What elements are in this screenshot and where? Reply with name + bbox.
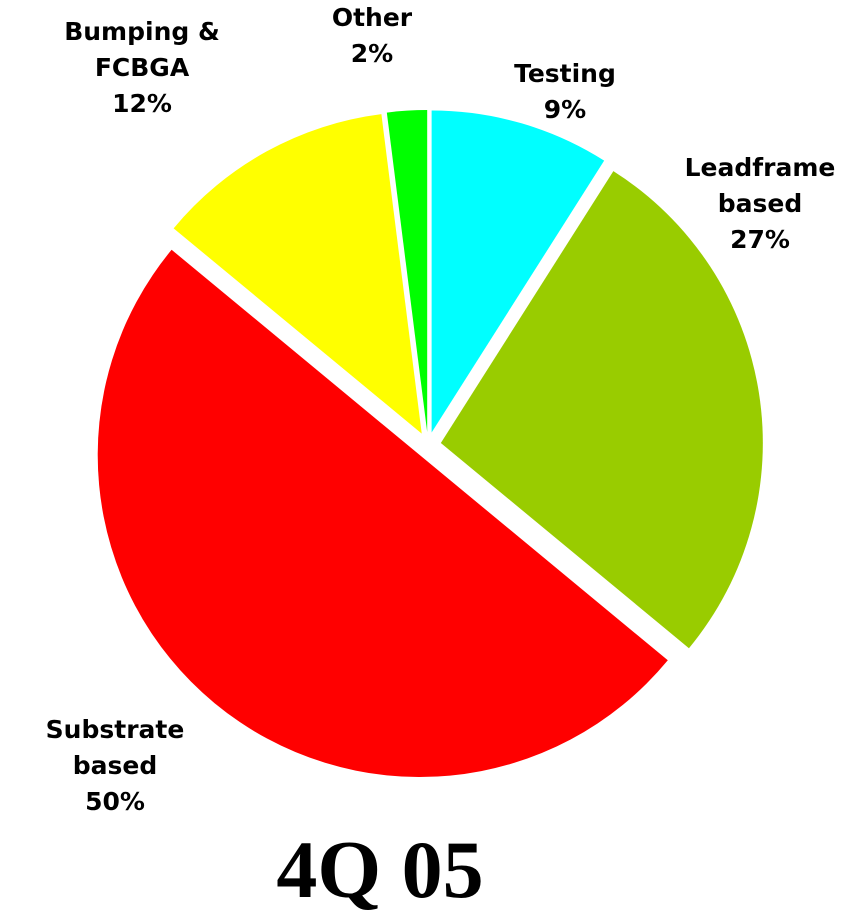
pie-slice: [386, 110, 428, 433]
slice-label: Bumping & FCBGA 12%: [25, 14, 260, 122]
pie-slice: [440, 171, 763, 649]
value-label: 9%: [543, 95, 587, 124]
value-label: 12%: [112, 89, 172, 118]
category-name: Other: [331, 3, 413, 32]
slice-label: Testing 9%: [480, 56, 650, 128]
slice-label: Other 2%: [312, 0, 432, 72]
category-name: Leadframe based: [684, 153, 836, 218]
pie-slice: [173, 114, 422, 434]
category-name: Bumping & FCBGA: [64, 17, 220, 82]
slice-label: Substrate based 50%: [10, 712, 220, 820]
pie-slice: [431, 110, 605, 433]
category-name: Testing: [514, 59, 616, 88]
pie-slice: [97, 249, 668, 778]
value-label: 2%: [350, 39, 394, 68]
chart-title: 4Q 05: [276, 824, 484, 915]
slice-label: Leadframe based 27%: [660, 150, 860, 258]
value-label: 50%: [85, 787, 145, 816]
category-name: Substrate based: [45, 715, 185, 780]
value-label: 27%: [730, 225, 790, 254]
